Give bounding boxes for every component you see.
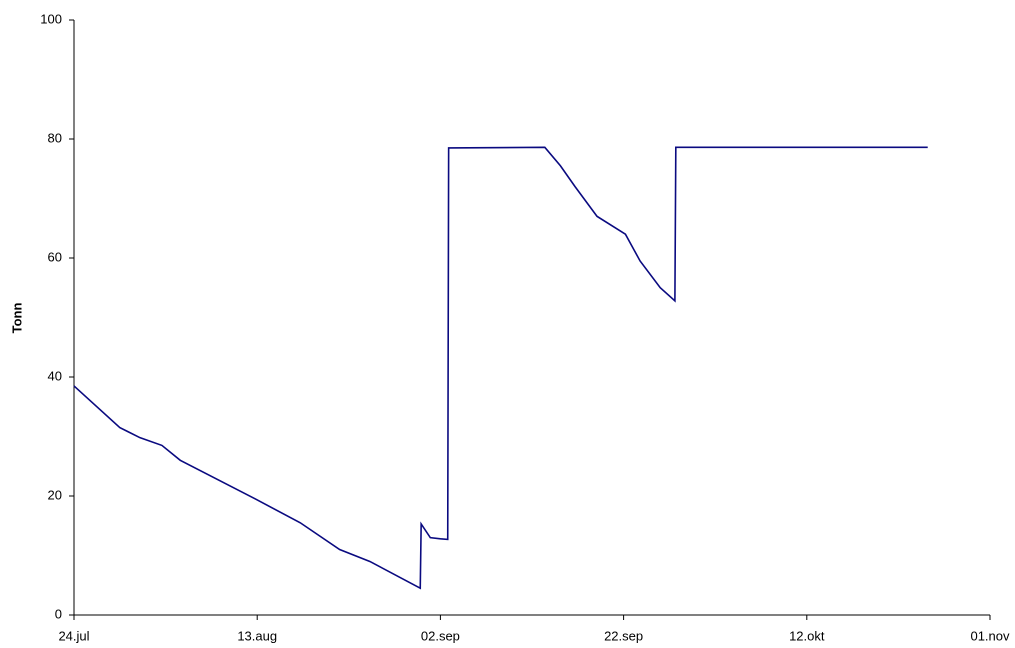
y-tick-label: 20 xyxy=(48,487,62,502)
data-line xyxy=(73,146,928,590)
y-tick-label: 0 xyxy=(55,606,62,621)
x-tick-label: 12.okt xyxy=(789,628,825,643)
y-tick-label: 80 xyxy=(48,130,62,145)
y-tick-label: 60 xyxy=(48,249,62,264)
x-tick-label: 01.nov xyxy=(970,628,1010,643)
x-tick-label: 02.sep xyxy=(421,628,460,643)
y-tick-label: 100 xyxy=(40,11,62,26)
x-tick-label: 13.aug xyxy=(237,628,277,643)
x-tick-label: 22.sep xyxy=(604,628,643,643)
x-tick-label: 24.jul xyxy=(58,628,89,643)
y-axis-label: Tonn xyxy=(9,303,24,334)
y-tick-label: 40 xyxy=(48,368,62,383)
